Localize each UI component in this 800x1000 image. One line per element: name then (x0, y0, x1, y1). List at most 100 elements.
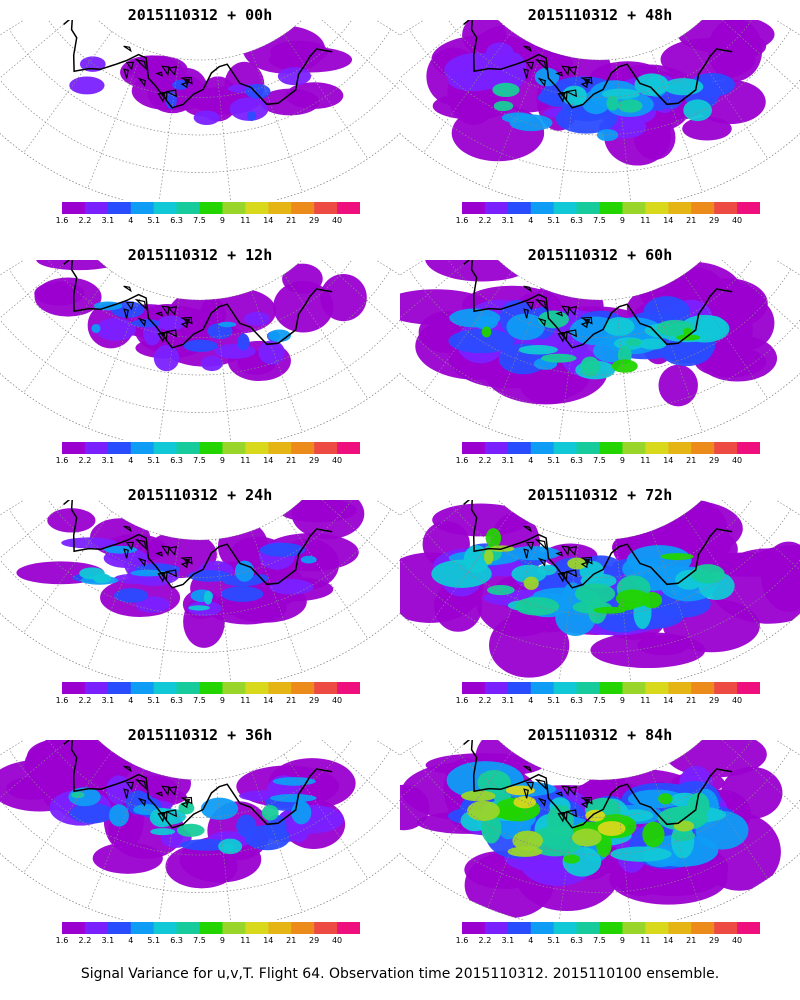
variance-region (658, 793, 673, 805)
colorbar-tick-label: 9 (619, 456, 625, 465)
colorbar-tick-label: 4 (128, 216, 134, 225)
colorbar-swatch (337, 682, 360, 694)
colorbar-labels: 1.6 2.2 3.1 4 5.1 6.3 7.5 9 11 14 21 29 40 (456, 936, 760, 948)
meridian-line (23, 751, 113, 873)
variance-region (481, 813, 502, 844)
island-outline (180, 76, 193, 85)
latitude-line (40, 740, 360, 818)
island-outline (534, 778, 547, 791)
variance-region (611, 359, 638, 373)
variance-region (193, 110, 220, 126)
meridian-line (650, 290, 703, 433)
colorbar-tick-label: 9 (219, 696, 225, 705)
variance-region (641, 592, 663, 609)
variance-region (563, 854, 581, 864)
variance-region (642, 821, 665, 848)
panel-title: 2015110312 + 12h (127, 246, 273, 264)
meridian-line (558, 778, 580, 920)
variance-region (571, 828, 602, 847)
colorbar-tick-label: 6.3 (570, 936, 583, 945)
latitude-line (408, 749, 792, 856)
latitude-line (8, 509, 392, 616)
island-outline (137, 557, 147, 567)
island-outline (155, 71, 163, 77)
island-outline (167, 65, 178, 76)
meridian-line (683, 274, 769, 399)
variance-region (580, 356, 600, 377)
polar-map (0, 20, 400, 200)
colorbar-tick-label: 11 (640, 216, 651, 225)
island-outline (164, 89, 177, 98)
variance-region (571, 86, 587, 105)
colorbar-labels: 1.6 2.2 3.1 4 5.1 6.3 7.5 9 11 14 21 29 40 (56, 456, 360, 468)
colorbar-swatch (107, 202, 132, 214)
variance-region (676, 334, 701, 341)
panel-title: 2015110312 + 36h (127, 726, 273, 744)
colorbar-swatch (599, 922, 623, 934)
variance-region (130, 569, 167, 577)
map-boundary (0, 740, 400, 920)
meridian-line (250, 290, 303, 433)
island-outline (157, 92, 166, 103)
variance-region (291, 800, 312, 825)
colorbar-tick-label: 40 (331, 936, 343, 945)
island-outline (123, 68, 129, 79)
colorbar-tick-label: 9 (619, 696, 625, 705)
colorbar-swatch (668, 922, 692, 934)
island-outline (155, 791, 163, 797)
latitude-line (40, 20, 360, 98)
island-outline (125, 301, 135, 311)
colorbar (462, 922, 760, 934)
colorbar-swatch (107, 922, 132, 934)
variance-region (214, 343, 256, 359)
meridian-line (487, 768, 545, 909)
colorbar-tick-label: 4 (128, 696, 134, 705)
colorbar-swatch (507, 442, 532, 454)
colorbar-tick-label: 3.1 (501, 696, 515, 705)
colorbar-swatch (462, 442, 486, 454)
colorbar-labels: 1.6 2.2 3.1 4 5.1 6.3 7.5 9 11 14 21 29 40 (456, 456, 760, 468)
colorbar (62, 682, 360, 694)
variance-region (625, 338, 642, 347)
colorbar-swatch (622, 442, 646, 454)
colorbar-tick-label: 5.1 (147, 456, 161, 465)
island-outline (557, 92, 566, 103)
colorbar-swatch (462, 202, 486, 214)
island-outline (123, 45, 132, 53)
coastline (63, 500, 333, 589)
colorbar-tick-label: 4 (528, 216, 534, 225)
island-outline (157, 332, 166, 343)
island-outline (583, 78, 591, 86)
colorbar-swatch (130, 202, 155, 214)
island-outline (537, 557, 547, 567)
colorbar-swatch (599, 442, 623, 454)
variance-region (218, 321, 237, 328)
island-outline (167, 545, 178, 556)
variance-region (93, 301, 123, 311)
island-outline (564, 809, 577, 818)
island-outline (537, 317, 547, 327)
colorbar-swatch (268, 682, 292, 694)
variance-region (432, 92, 512, 120)
variance-region (269, 793, 317, 803)
island-outline (555, 551, 563, 557)
island-outline (160, 785, 170, 797)
variance-region (501, 112, 534, 124)
variance-region (574, 583, 616, 604)
colorbar-tick-label: 1.6 (55, 936, 69, 945)
meridian-line (650, 770, 703, 913)
variance-region (260, 88, 320, 116)
colorbar-swatch (153, 922, 178, 934)
island-outline (557, 332, 566, 343)
meridian-line (487, 528, 545, 669)
variance-region (461, 790, 496, 802)
colorbar-tick-label: 29 (709, 216, 720, 225)
colorbar-tick-label: 14 (663, 696, 674, 705)
colorbar-tick-label: 14 (663, 936, 674, 945)
map-boundary (400, 20, 800, 200)
colorbar-swatch (507, 922, 532, 934)
island-outline (180, 561, 188, 569)
meridian-line (558, 298, 580, 440)
colorbar-tick-label: 6.3 (570, 216, 583, 225)
variance-region (562, 846, 602, 877)
